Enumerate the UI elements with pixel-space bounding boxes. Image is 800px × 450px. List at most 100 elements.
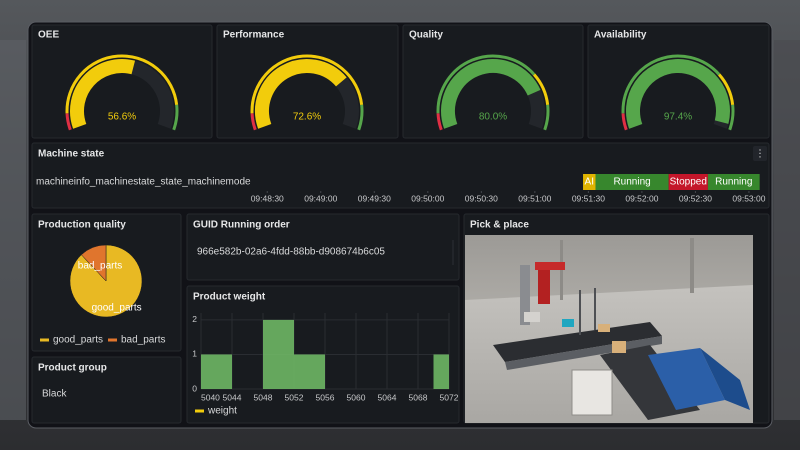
x-tick-label: 09:49:00 — [304, 193, 337, 203]
gauge-label: 97.4% — [664, 112, 692, 123]
image-pillar — [690, 238, 694, 293]
gauge-threshold — [621, 113, 628, 131]
gauge-threshold — [65, 113, 72, 131]
x-tick-label: 5068 — [409, 392, 428, 402]
legend-label: good_parts — [53, 335, 103, 346]
panel-title: GUID Running order — [193, 220, 290, 231]
gauge-threshold — [357, 104, 364, 131]
gauge-threshold — [621, 54, 721, 114]
image-blue-box — [648, 348, 725, 410]
pie-chart: good_parts good_parts bad_parts bad_parts — [40, 244, 165, 346]
panel-title: Product weight — [193, 292, 266, 303]
x-tick-label: 5056 — [316, 392, 335, 402]
image-part — [598, 324, 610, 332]
x-tick-label: 09:50:00 — [411, 193, 444, 203]
gauge-value — [255, 59, 347, 129]
state-label: Running — [715, 177, 752, 188]
panel-title: Performance — [223, 30, 285, 41]
stat-value: 966e582b-02a6-4fdd-88bb-d908674b6c05 — [197, 247, 385, 258]
image-conveyor — [493, 322, 662, 362]
gauge-threshold — [532, 73, 550, 106]
panel-title: Quality — [409, 30, 443, 41]
panel-menu[interactable] — [753, 146, 767, 161]
image-robot-arm — [538, 262, 550, 304]
x-tick-label: 09:52:30 — [679, 193, 712, 203]
gauge-label: 80.0% — [479, 112, 507, 123]
backdrop-shelf — [0, 40, 26, 420]
legend-label: bad_parts — [121, 335, 165, 346]
y-tick-label: 2 — [192, 314, 197, 324]
gauge-threshold — [250, 54, 364, 114]
image-blue-box-side — [700, 348, 750, 410]
x-tick-label: 09:53:00 — [732, 193, 765, 203]
slice-label: bad_parts — [78, 261, 122, 272]
state-label: AI — [585, 177, 594, 188]
gauge-threshold — [436, 54, 536, 114]
x-tick-label: 5060 — [347, 392, 366, 402]
panel — [31, 356, 182, 424]
camera-image — [465, 235, 753, 423]
slice-label: good_parts — [92, 302, 142, 313]
series-name: machineinfo_machinestate_state_machinemo… — [36, 177, 251, 188]
x-tick-label: 5052 — [285, 392, 304, 402]
x-tick-label: 5044 — [223, 392, 242, 402]
image-robot-arm — [535, 262, 565, 270]
gauge-threshold — [717, 73, 735, 106]
state-segment — [668, 174, 708, 190]
x-tick-label: 5072 — [440, 392, 459, 402]
image-robot-column — [520, 265, 530, 325]
image-part — [524, 312, 540, 322]
x-tick-label: 09:49:30 — [358, 193, 391, 203]
state-label: Running — [613, 177, 650, 188]
y-tick-label: 1 — [192, 349, 197, 359]
image-part — [612, 341, 626, 353]
histogram-bar — [294, 354, 310, 389]
histogram-bar — [263, 319, 279, 389]
histogram-bar — [216, 354, 232, 389]
histogram-bar — [433, 354, 449, 389]
image-cabinet — [571, 369, 613, 416]
panel-title: Production quality — [38, 220, 126, 231]
x-tick-label: 5040 — [201, 392, 220, 402]
image-part — [562, 319, 574, 327]
histogram-bar — [201, 354, 217, 389]
gauge-value — [441, 59, 541, 129]
x-tick-label: 09:52:00 — [625, 193, 658, 203]
gauge-label: 72.6% — [293, 112, 321, 123]
histogram-bar — [278, 319, 294, 389]
x-tick-label: 09:50:30 — [465, 193, 498, 203]
state-segment — [583, 174, 596, 190]
backdrop-shelf — [774, 40, 800, 420]
legend-label: weight — [207, 406, 237, 417]
gauge-threshold — [250, 113, 257, 131]
gauge-threshold — [172, 104, 179, 131]
y-tick-label: 0 — [192, 383, 197, 393]
state-segment — [707, 174, 760, 190]
panel — [186, 213, 460, 281]
x-tick-label: 09:51:30 — [572, 193, 605, 203]
panel-menu-icon[interactable]: ⋮ — [755, 149, 765, 160]
stat-value: Black — [42, 389, 67, 400]
pie-slice — [81, 244, 107, 282]
panel-title: Machine state — [38, 149, 105, 160]
x-tick-label: 09:48:30 — [251, 193, 284, 203]
histogram-bar — [309, 354, 325, 389]
state-timeline: machineinfo_machinestate_state_machinemo… — [36, 174, 766, 203]
panel-title: Pick & place — [470, 220, 529, 231]
panel-title: Product group — [38, 363, 107, 374]
state-segment — [595, 174, 669, 190]
x-tick-label: 09:51:00 — [518, 193, 551, 203]
panel — [31, 142, 770, 209]
gauge-threshold — [436, 113, 443, 131]
panel-title: OEE — [38, 30, 59, 41]
histogram: 0 1 2 5040 5044 5048 5052 5056 5060 5064 5068 5072 w… — [192, 313, 458, 417]
x-tick-label: 5064 — [378, 392, 397, 402]
x-tick-label: 5048 — [254, 392, 273, 402]
gauge-label: 56.6% — [108, 112, 136, 123]
gauge-value — [70, 59, 136, 129]
panel-title: Availability — [594, 30, 647, 41]
gauge-threshold — [543, 104, 550, 131]
gauge-value — [626, 59, 730, 129]
gauge-threshold — [65, 54, 179, 114]
